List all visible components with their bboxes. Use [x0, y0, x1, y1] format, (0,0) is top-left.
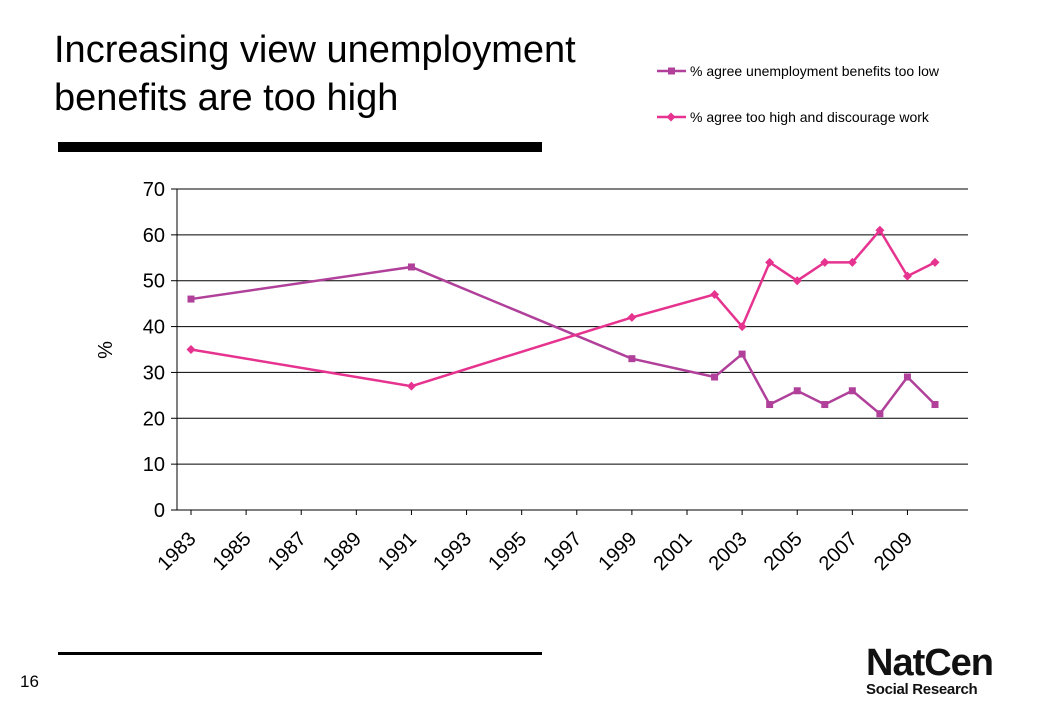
natcen-logo: NatCen Social Research	[866, 642, 994, 698]
legend-label: % agree unemployment benefits too low	[690, 63, 940, 79]
x-tick-label: 1985	[209, 528, 256, 575]
marker-too-low	[628, 355, 636, 363]
marker-too-high	[710, 289, 720, 299]
y-tick-label: 50	[143, 271, 165, 293]
x-tick-label: 2003	[705, 528, 752, 575]
legend-swatch-marker	[666, 112, 676, 122]
title-underline	[58, 142, 542, 152]
x-tick-label: 1999	[594, 528, 641, 575]
x-tick-label: 2001	[650, 528, 697, 575]
marker-too-high	[406, 381, 416, 391]
x-tick-label: 1987	[264, 528, 311, 575]
series-line-too-low	[190, 265, 936, 416]
x-tick-label: 2009	[870, 528, 917, 575]
marker-too-low	[738, 350, 746, 358]
footer-rule	[58, 652, 542, 655]
marker-too-low	[903, 373, 911, 381]
marker-too-high	[847, 257, 857, 267]
marker-too-high	[930, 257, 940, 267]
legend-swatch-marker	[668, 67, 675, 75]
marker-too-low	[711, 373, 719, 381]
marker-too-high	[737, 322, 747, 332]
legend: % agree unemployment benefits too low % a…	[657, 63, 940, 125]
marker-too-low	[793, 387, 801, 395]
marker-too-high	[186, 345, 196, 354]
x-tick-label: 1993	[429, 528, 476, 575]
marker-too-high	[792, 276, 802, 286]
marker-too-high	[902, 271, 912, 281]
legend-label: % agree too high and discourage work	[690, 109, 930, 125]
marker-too-high	[627, 312, 637, 322]
y-tick-label: 60	[143, 225, 165, 247]
y-axis-label: %	[95, 341, 117, 359]
marker-too-low	[931, 401, 939, 409]
y-tick-label: 20	[143, 408, 165, 430]
marker-too-low	[848, 387, 856, 395]
logo-subtitle: Social Research	[866, 681, 978, 698]
series-layer	[186, 225, 940, 418]
marker-too-low	[821, 401, 829, 409]
page-number: 16	[20, 672, 39, 691]
x-tick-label: 1997	[539, 528, 586, 575]
y-tick-label: 0	[154, 500, 165, 522]
slide-title-line1: Increasing view unemployment	[54, 29, 576, 71]
marker-too-low	[766, 401, 774, 409]
marker-too-high	[820, 257, 830, 267]
gridlines	[177, 188, 968, 465]
marker-too-high	[875, 225, 885, 235]
y-tick-label: 70	[143, 179, 165, 201]
x-tick-label: 1995	[484, 528, 531, 575]
y-tick-label: 10	[143, 454, 165, 476]
x-tick-label: 1991	[374, 528, 421, 575]
slide-title: Increasing view unemployment benefits ar…	[54, 26, 576, 122]
y-tick-label: 40	[143, 317, 165, 339]
y-tick-label: 30	[143, 362, 165, 384]
series-line-too-high	[190, 228, 936, 388]
logo-wordmark: NatCen	[866, 642, 994, 684]
marker-too-high	[765, 257, 775, 267]
x-tick-label: 2007	[815, 528, 862, 575]
slide-title-line2: benefits are too high	[54, 77, 399, 119]
x-tick-label: 1989	[319, 528, 366, 575]
marker-too-low	[407, 263, 415, 271]
x-tick-label: 1983	[154, 528, 201, 575]
marker-too-low	[876, 410, 884, 418]
marker-too-low	[187, 295, 195, 303]
x-tick-label: 2005	[760, 528, 807, 575]
